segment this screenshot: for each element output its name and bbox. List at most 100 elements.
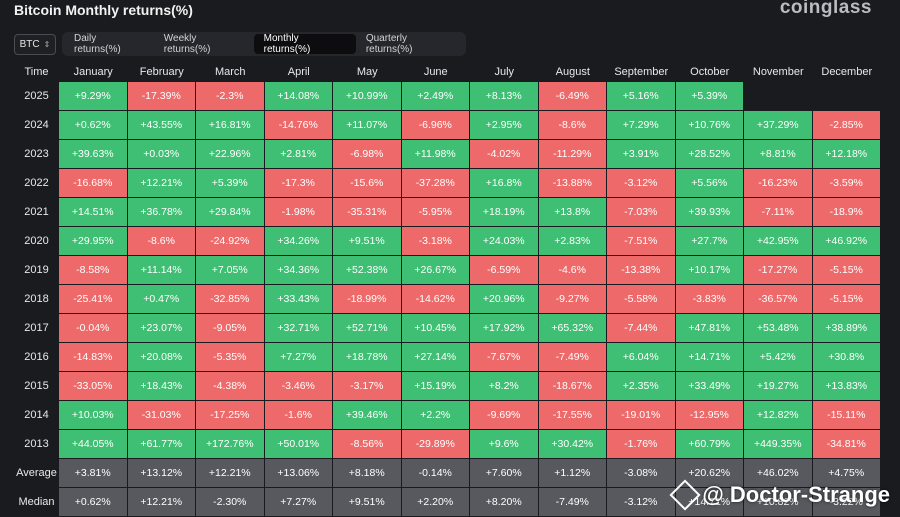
return-cell: -3.12% [607, 169, 675, 197]
return-cell: +8.2% [470, 372, 538, 400]
return-cell: +22.96% [196, 140, 264, 168]
return-cell: -8.6% [538, 111, 606, 139]
return-cell: -11.29% [538, 140, 606, 168]
row-label-2016: 2016 [24, 351, 49, 363]
return-cell: -36.57% [744, 285, 812, 313]
chevron-updown-icon: ⇕ [43, 39, 51, 49]
tab-monthly[interactable]: Monthly returns(%) [253, 33, 356, 55]
tab-daily[interactable]: Daily returns(%) [74, 33, 121, 55]
return-cell: -6.59% [470, 256, 538, 284]
brand-logo: coinglass [779, 0, 872, 18]
return-cell: +39.93% [675, 198, 743, 226]
return-cell: +52.71% [333, 314, 401, 342]
page-title: Bitcoin Monthly returns(%) [14, 2, 193, 18]
return-cell: +33.49% [675, 372, 743, 400]
return-cell: -4.38% [196, 372, 264, 400]
return-cell: -6.98% [333, 140, 401, 168]
return-cell: +42.95% [744, 227, 812, 255]
return-cell: -9.05% [196, 314, 264, 342]
return-cell: +23.07% [127, 314, 195, 342]
return-cell: -16.23% [744, 169, 812, 197]
return-cell: +11.14% [127, 256, 195, 284]
return-cell: +44.05% [59, 430, 127, 458]
tab-weekly[interactable]: Weekly returns(%) [163, 33, 211, 55]
return-cell: -2.30% [196, 488, 264, 516]
row-label-2017: 2017 [24, 322, 49, 334]
return-cell: -5.15% [812, 256, 880, 284]
return-cell: -13.38% [607, 256, 675, 284]
return-cell: -3.59% [812, 169, 880, 197]
row-label-median: Median [18, 496, 55, 508]
return-cell: +3.91% [607, 140, 675, 168]
return-cell: +47.81% [675, 314, 743, 342]
return-cell: -5.35% [196, 343, 264, 371]
return-cell: +10.45% [401, 314, 469, 342]
return-cell: -3.22% [812, 488, 880, 516]
return-cell: +6.04% [607, 343, 675, 371]
return-cell: +2.83% [538, 227, 606, 255]
return-cell: -7.49% [538, 343, 606, 371]
return-cell: +1.12% [538, 459, 606, 487]
return-cell: +2.49% [401, 82, 469, 110]
return-cell: +14.08% [264, 82, 332, 110]
return-cell: -8.58% [59, 256, 127, 284]
tab-quarterly[interactable]: Quarterly returns(%) [365, 33, 413, 55]
column-header-september: September [614, 65, 669, 78]
return-cell: -19.01% [607, 401, 675, 429]
return-cell: +5.16% [607, 82, 675, 110]
return-cell: -32.85% [196, 285, 264, 313]
return-cell: -35.31% [333, 198, 401, 226]
return-cell: +34.36% [264, 256, 332, 284]
return-cell: +8.81% [744, 140, 812, 168]
row-label-2014: 2014 [24, 409, 49, 421]
return-cell: -7.49% [538, 488, 606, 516]
return-cell: -5.95% [401, 198, 469, 226]
return-cell: -9.27% [538, 285, 606, 313]
return-cell: +65.32% [538, 314, 606, 342]
return-cell: -17.3% [264, 169, 332, 197]
row-label-2022: 2022 [24, 177, 49, 189]
return-cell: -24.92% [196, 227, 264, 255]
return-cell: +8.20% [470, 488, 538, 516]
return-cell: +29.95% [59, 227, 127, 255]
asset-select[interactable]: BTC ⇕ [14, 34, 56, 55]
column-header-february: February [139, 65, 184, 78]
return-cell: -18.67% [538, 372, 606, 400]
return-cell: +27.14% [401, 343, 469, 371]
return-cell: +9.6% [470, 430, 538, 458]
return-cell: +12.21% [196, 459, 264, 487]
column-header-october: October [690, 65, 730, 78]
return-cell: -14.62% [401, 285, 469, 313]
row-label-2018: 2018 [24, 293, 49, 305]
row-label-2023: 2023 [24, 148, 49, 160]
return-cell: +13.12% [127, 459, 195, 487]
return-cell: +16.81% [196, 111, 264, 139]
return-cell: +7.05% [196, 256, 264, 284]
row-label-2021: 2021 [24, 206, 49, 218]
return-cell: +16.8% [470, 169, 538, 197]
return-cell: -17.55% [538, 401, 606, 429]
return-cell: +9.51% [333, 227, 401, 255]
return-cell: +26.67% [401, 256, 469, 284]
return-cell: +7.27% [264, 343, 332, 371]
return-cell: +2.81% [264, 140, 332, 168]
return-cell: +53.48% [744, 314, 812, 342]
return-cell: +15.19% [401, 372, 469, 400]
return-cell: +10.03% [59, 401, 127, 429]
return-cell: +10.17% [675, 256, 743, 284]
return-cell: +2.2% [401, 401, 469, 429]
column-header-april: April [287, 65, 310, 78]
return-cell: -3.08% [607, 459, 675, 487]
return-cell: +0.03% [127, 140, 195, 168]
return-cell: -13.88% [538, 169, 606, 197]
return-cell: +36.78% [127, 198, 195, 226]
return-cell: -1.98% [264, 198, 332, 226]
return-cell: -14.83% [59, 343, 127, 371]
return-cell: -15.11% [812, 401, 880, 429]
column-header-august: August [555, 65, 590, 78]
return-cell: -3.17% [333, 372, 401, 400]
column-header-may: May [356, 65, 378, 78]
return-cell: -7.44% [607, 314, 675, 342]
return-cell: -34.81% [812, 430, 880, 458]
return-cell: +30.8% [812, 343, 880, 371]
